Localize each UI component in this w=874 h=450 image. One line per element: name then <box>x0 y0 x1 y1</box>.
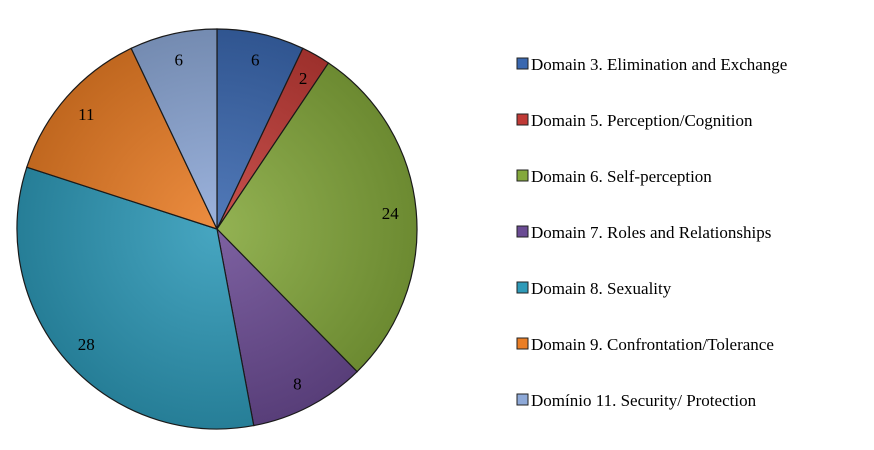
legend-label-4: Domain 7. Roles and Relationships <box>531 223 771 242</box>
legend-swatch-4 <box>516 225 529 238</box>
data-label-2: 2 <box>299 69 308 88</box>
pie-slice-7 <box>130 28 218 230</box>
legend-label-5: Domain 8. Sexuality <box>531 279 672 298</box>
data-label-1: 6 <box>251 50 260 69</box>
data-label-5: 28 <box>78 335 95 354</box>
legend-label-2: Domain 5. Perception/Cognition <box>531 111 753 130</box>
data-label-4: 8 <box>293 374 302 393</box>
legend-swatch-7 <box>516 393 529 406</box>
pie-slice-5 <box>16 166 255 430</box>
data-label-6: 11 <box>78 105 94 124</box>
legend-swatch-6 <box>516 337 529 350</box>
data-label-7: 6 <box>174 50 183 69</box>
pie-slice-3 <box>216 62 418 373</box>
legend-label-6: Domain 9. Confrontation/Tolerance <box>531 335 774 354</box>
pie-slices <box>16 28 418 430</box>
legend-swatch-1 <box>516 57 529 70</box>
pie-data-labels: 6 2 24 8 28 11 6 <box>78 50 400 393</box>
legend: Domain 3. Elimination and Exchange Domain… <box>516 55 787 410</box>
legend-swatch-3 <box>516 169 529 182</box>
data-label-3: 24 <box>382 204 400 223</box>
pie-slice-6 <box>26 47 219 231</box>
legend-label-7: Domínio 11. Security/ Protection <box>531 391 757 410</box>
legend-swatch-2 <box>516 113 529 126</box>
pie-slice-4 <box>216 227 358 427</box>
legend-swatch-5 <box>516 281 529 294</box>
legend-label-1: Domain 3. Elimination and Exchange <box>531 55 787 74</box>
legend-label-3: Domain 6. Self-perception <box>531 167 712 186</box>
